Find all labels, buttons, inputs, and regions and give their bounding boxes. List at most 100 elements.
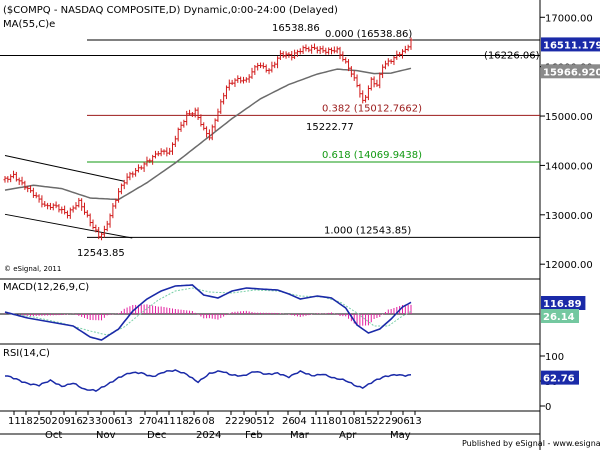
price-bar — [366, 85, 370, 101]
price-bar — [259, 62, 263, 69]
macd-badge: 116.89 — [543, 299, 582, 310]
price-bar — [159, 148, 163, 157]
price-bar — [293, 49, 297, 60]
x-month-label: 2024 — [196, 430, 221, 441]
price-bar — [253, 65, 257, 75]
price-bar — [298, 48, 302, 55]
price-bar — [304, 44, 308, 52]
price-bar — [48, 202, 52, 210]
x-tick-label: 04 — [151, 416, 164, 427]
price-bar — [392, 55, 396, 66]
price-bar — [71, 205, 75, 213]
price-bar — [207, 129, 211, 141]
price-bar — [40, 195, 44, 208]
price-bar — [372, 76, 376, 88]
price-bar — [369, 77, 373, 91]
price-bar — [256, 62, 260, 71]
price-bar — [307, 46, 311, 53]
macd-line — [4, 284, 412, 341]
price-bar — [12, 170, 16, 179]
price-bar — [128, 171, 132, 181]
price-bar — [94, 224, 98, 233]
price-bar — [409, 37, 413, 50]
price-bar — [57, 204, 61, 213]
price-bar — [196, 107, 200, 121]
price-bar — [239, 76, 243, 84]
price-bar — [74, 202, 78, 210]
price-bar — [80, 198, 84, 211]
price-bar — [125, 173, 129, 185]
macd-panel — [0, 284, 540, 341]
price-bar — [241, 76, 245, 84]
price-bar — [43, 200, 47, 207]
price-bar — [338, 46, 342, 60]
price-bar — [60, 206, 64, 214]
price-bar — [114, 198, 118, 209]
price-bar — [281, 51, 285, 58]
ma-label: MA(55,C)e — [3, 19, 55, 30]
price-bar — [188, 109, 192, 116]
x-tick-label: 02 — [45, 416, 58, 427]
macd-title: MACD(12,26,9,C) — [3, 282, 89, 293]
price-bar — [324, 47, 328, 55]
price-bar — [349, 66, 353, 78]
x-axis: 11 18 25 02 09 16 23 30 06 13 27 04 11 18 26 08 22 29 05 12… — [8, 411, 422, 441]
price-ytick-label: 14000.00 — [545, 161, 593, 172]
price-bar — [134, 167, 138, 177]
price-bar — [179, 121, 183, 132]
x-tick-label: 09 — [58, 416, 71, 427]
price-bar — [31, 187, 35, 198]
copyright-label: © eSignal, 2011 — [4, 265, 61, 273]
x-month-label: Oct — [45, 430, 62, 441]
price-bar — [199, 114, 203, 127]
price-bar — [173, 135, 177, 148]
signal-badge-bg — [541, 309, 579, 323]
price-bar — [88, 213, 92, 227]
price-bar — [185, 110, 189, 126]
level-label: 0.000 (16538.86) — [325, 29, 412, 40]
rsi-badge: 62.76 — [543, 374, 575, 385]
price-panel: 12000.0013000.0014000.0015000.0016000.00… — [0, 13, 593, 271]
price-bar — [131, 171, 135, 178]
price-bar — [29, 185, 33, 193]
level-label: 0.618 (14069.9438) — [322, 150, 422, 161]
price-bar — [273, 61, 277, 69]
price-bar — [151, 154, 155, 165]
price-bar — [14, 171, 18, 182]
price-bar — [182, 119, 186, 128]
price-bar — [361, 90, 365, 104]
x-tick-label: 13 — [120, 416, 133, 427]
price-bar — [352, 70, 356, 81]
price-bar — [344, 57, 348, 64]
price-bar — [318, 46, 322, 55]
price-bar — [347, 59, 351, 72]
ma-badge: 15966.9208 — [543, 67, 600, 78]
price-bar — [34, 192, 38, 199]
rsi-ytick-label: 100 — [545, 352, 564, 363]
price-bar — [142, 161, 146, 172]
price-bar — [77, 197, 81, 208]
price-bar — [153, 150, 157, 159]
price-bar — [97, 226, 101, 240]
price-bar — [250, 67, 254, 79]
channel-upper-line — [4, 155, 125, 182]
price-bar — [310, 44, 314, 54]
price-bar — [312, 43, 316, 50]
x-tick-label: 30 — [95, 416, 108, 427]
ma-badge-bg — [541, 64, 600, 79]
price-bar — [295, 49, 299, 57]
price-bar — [119, 183, 123, 195]
price-bar — [23, 180, 27, 190]
x-tick-label: 04 — [294, 416, 307, 427]
x-month-label: May — [390, 430, 411, 441]
macd-badge-bg — [541, 296, 586, 310]
rsi-badge-bg — [541, 370, 579, 385]
x-tick-label: 27 — [139, 416, 152, 427]
x-tick-label: 23 — [82, 416, 95, 427]
price-bar — [136, 164, 140, 173]
level-label: (16226.06) — [484, 51, 540, 62]
price-ytick-label: 15000.00 — [545, 112, 593, 123]
price-badge-bg — [541, 37, 600, 52]
price-bar — [54, 201, 58, 209]
channel-lower-line — [4, 213, 133, 239]
